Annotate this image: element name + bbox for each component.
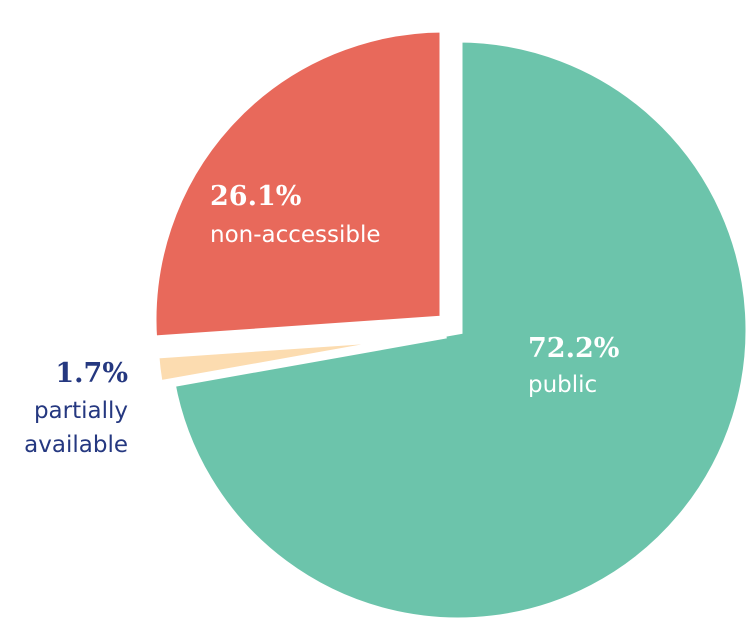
value-label-partially-available: 1.7% xyxy=(55,358,128,389)
category-label-partially-available-line1: partially xyxy=(34,398,128,424)
slice-non-accessible xyxy=(147,23,449,345)
value-label-non-accessible: 26.1% xyxy=(210,181,301,212)
category-label-non-accessible: non-accessible xyxy=(210,222,381,248)
category-label-public: public xyxy=(528,372,597,398)
slice-public xyxy=(165,33,747,627)
value-label-public: 72.2% xyxy=(528,333,619,364)
slice-partially-available xyxy=(149,329,447,391)
category-label-partially-available-line2: available xyxy=(24,432,128,458)
